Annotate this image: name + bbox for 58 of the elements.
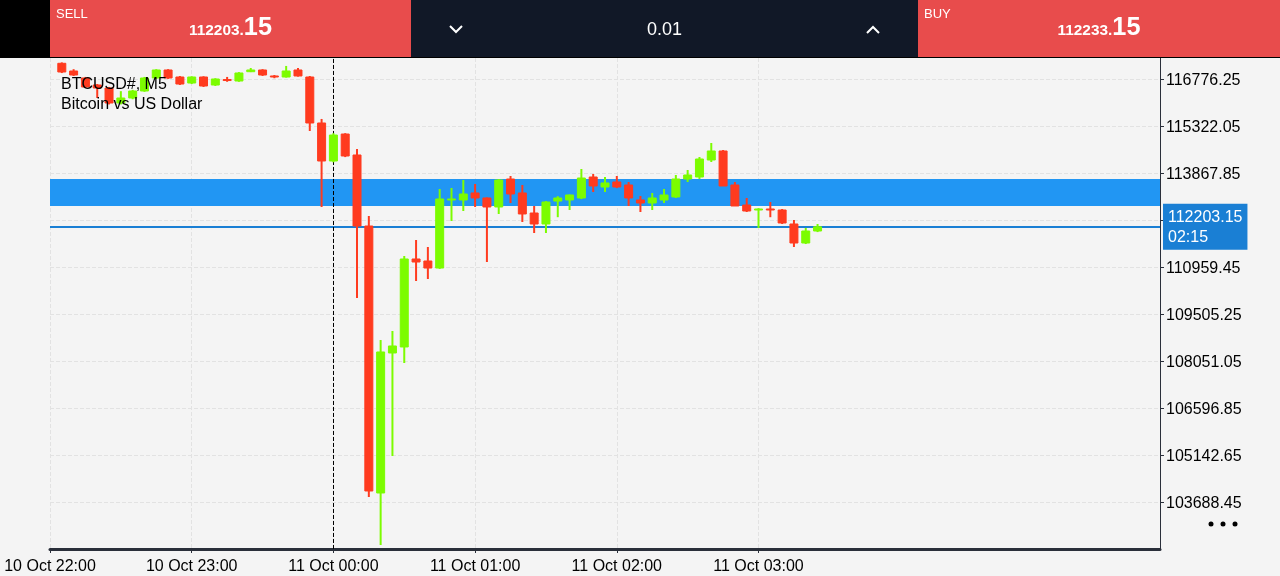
y-tick-label: 103688.45 <box>1166 493 1242 511</box>
candlestick <box>187 75 197 86</box>
candlestick <box>423 246 433 281</box>
candlestick <box>777 208 787 225</box>
candlestick <box>754 207 764 229</box>
y-tick-label: 110959.45 <box>1166 258 1241 276</box>
y-tick-label: 106596.85 <box>1166 399 1242 417</box>
candlestick <box>789 218 799 249</box>
x-tick-label: 11 Oct 00:00 <box>288 556 379 574</box>
x-tick-label: 11 Oct 03:00 <box>713 556 804 574</box>
ref-line-label: 112203.15 02:15 <box>1168 208 1243 246</box>
candlestick <box>234 71 244 83</box>
candlestick <box>647 191 657 211</box>
y-tick-label: 108051.05 <box>1166 352 1242 370</box>
candlestick <box>541 200 551 235</box>
candlestick <box>612 175 622 190</box>
candlestick <box>635 194 645 214</box>
text: 112233.15 <box>1057 12 1141 40</box>
candlestick <box>482 196 492 263</box>
candlestick <box>529 204 539 235</box>
candlestick <box>258 68 268 77</box>
candlestick <box>446 186 456 222</box>
text: 112203.15 <box>189 12 272 40</box>
x-tick-label: 10 Oct 22:00 <box>4 556 96 574</box>
y-tick-label: 115322.05 <box>1166 117 1241 135</box>
candlestick <box>765 201 775 219</box>
y-tick-label: 116776.25 <box>1166 70 1241 88</box>
candlestick <box>222 75 232 83</box>
candlestick <box>470 182 480 208</box>
x-tick-label: 11 Oct 01:00 <box>429 556 521 574</box>
x-tick-label: 11 Oct 02:00 <box>571 556 663 574</box>
y-tick-label: 113867.85 <box>1166 164 1241 182</box>
text: 0.01 <box>645 19 683 40</box>
text: BUY <box>924 6 951 21</box>
candlestick <box>553 195 563 219</box>
candlestick <box>175 74 185 87</box>
candlestick <box>281 64 291 79</box>
candlestick <box>718 148 728 187</box>
candlestick <box>411 238 421 283</box>
candlestick <box>659 187 669 204</box>
candlestick <box>352 148 362 300</box>
candlestick <box>269 74 279 80</box>
candlestick <box>565 193 575 211</box>
candlestick <box>813 223 823 234</box>
candlestick <box>458 179 468 212</box>
candlestick <box>210 77 220 87</box>
candlestick <box>246 66 256 74</box>
text: Bitcoin vs US Dollar <box>61 94 204 112</box>
y-tick-label: 109505.25 <box>1166 305 1242 323</box>
x-tick-label: 10 Oct 23:00 <box>145 556 238 574</box>
candlestick <box>683 168 693 183</box>
text: SELL <box>56 6 88 21</box>
candlestick <box>671 174 681 199</box>
candlestick <box>600 176 610 193</box>
candlestick <box>742 196 752 214</box>
candlestick <box>730 180 740 207</box>
candlestick <box>293 66 303 78</box>
y-tick-label: 105142.65 <box>1166 446 1242 464</box>
